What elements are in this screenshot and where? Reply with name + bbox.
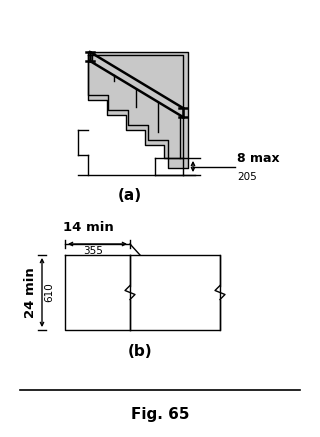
Text: 610: 610 xyxy=(44,283,54,302)
Text: 24 min: 24 min xyxy=(24,267,37,318)
Polygon shape xyxy=(88,55,183,158)
Text: (a): (a) xyxy=(118,187,142,202)
Text: Fig. 65: Fig. 65 xyxy=(131,407,189,423)
Text: 355: 355 xyxy=(83,246,103,256)
Text: 14 min: 14 min xyxy=(63,221,114,234)
Text: 8 max: 8 max xyxy=(237,152,280,164)
Polygon shape xyxy=(88,52,188,168)
Text: 205: 205 xyxy=(237,171,257,181)
Text: (b): (b) xyxy=(128,344,152,360)
